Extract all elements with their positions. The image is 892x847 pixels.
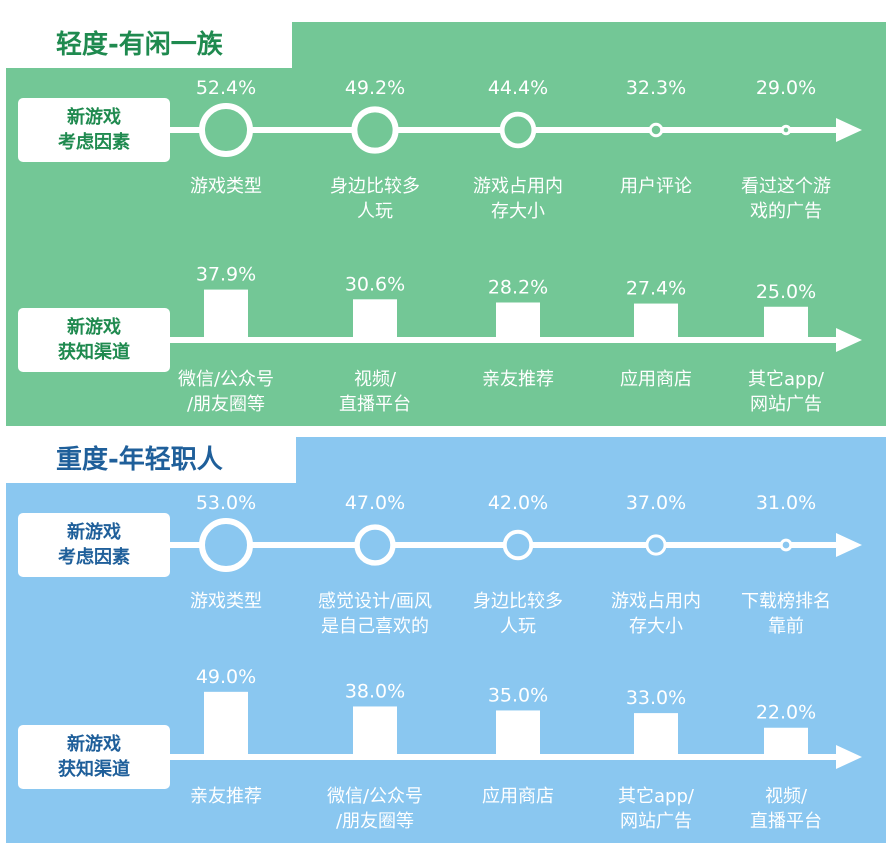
panel-light-users: 轻度-有闲一族 新游戏 考虑因素 52.4% 游戏类型 49.2% 身边比较多 人玩 44.4… xyxy=(6,22,886,426)
value-label: 27.4% xyxy=(626,278,686,300)
value-label: 44.4% xyxy=(488,77,548,99)
value-label: 37.0% xyxy=(626,492,686,514)
category-label: /朋友圈等 xyxy=(336,811,414,832)
row-label: 考虑因素 xyxy=(58,546,130,568)
category-label: 戏的广告 xyxy=(750,201,822,222)
category-label: 亲友推荐 xyxy=(190,786,262,807)
row-label-box xyxy=(18,513,170,577)
category-label: 游戏占用内 xyxy=(473,176,563,197)
category-label: /朋友圈等 xyxy=(187,394,265,415)
channel-bar xyxy=(764,306,808,340)
value-label: 22.0% xyxy=(756,702,816,724)
axis-arrowhead xyxy=(836,328,862,352)
axis-arrowhead xyxy=(836,533,862,557)
panel-title: 轻度-有闲一族 xyxy=(6,22,292,68)
category-label: 微信/公众号 xyxy=(178,369,274,390)
category-label: 人玩 xyxy=(500,616,536,637)
channel-bar xyxy=(204,289,248,340)
channel-bar xyxy=(634,303,678,340)
channel-bar xyxy=(496,710,540,757)
factor-circle xyxy=(351,106,399,154)
category-label: 存大小 xyxy=(629,616,683,637)
row-label: 获知渠道 xyxy=(58,341,130,363)
value-label: 29.0% xyxy=(756,77,816,99)
category-label: 用户评论 xyxy=(620,176,692,197)
category-label: 视频/ xyxy=(765,786,808,807)
value-label: 52.4% xyxy=(196,77,256,99)
category-label: 网站广告 xyxy=(620,811,692,832)
category-label: 靠前 xyxy=(768,616,804,637)
value-label: 35.0% xyxy=(488,684,548,706)
category-label: 应用商店 xyxy=(620,369,692,390)
category-label: 应用商店 xyxy=(482,786,554,807)
row-label: 新游戏 xyxy=(67,316,121,338)
value-label: 31.0% xyxy=(756,492,816,514)
axis-arrowhead xyxy=(836,745,862,769)
panel-chart: 新游戏考虑因素52.4%游戏类型49.2%身边比较多人玩44.4%游戏占用内存大… xyxy=(18,77,862,415)
factor-circle xyxy=(199,518,253,572)
category-label: 游戏类型 xyxy=(190,591,262,612)
panel-heavy-users: 重度-年轻职人 新游戏 考虑因素 53.0% 游戏类型 47.0% 感觉设计/画风 是自己喜… xyxy=(6,437,886,843)
panel-chart: 新游戏考虑因素53.0%游戏类型47.0%感觉设计/画风是自己喜欢的42.0%身… xyxy=(18,492,862,832)
channel-bar xyxy=(764,727,808,757)
category-label: 游戏类型 xyxy=(190,176,262,197)
channel-bar xyxy=(353,299,397,340)
channel-bar xyxy=(634,713,678,757)
factor-circle xyxy=(645,534,667,556)
factor-circle xyxy=(502,529,534,561)
category-label: 其它app/ xyxy=(748,369,825,390)
category-label: 存大小 xyxy=(491,201,545,222)
value-label: 49.0% xyxy=(196,666,256,688)
category-label: 微信/公众号 xyxy=(327,786,423,807)
value-label: 30.6% xyxy=(345,273,405,295)
category-label: 看过这个游 xyxy=(741,176,831,197)
category-label: 身边比较多 xyxy=(330,176,420,197)
category-label: 是自己喜欢的 xyxy=(321,616,429,637)
category-label: 亲友推荐 xyxy=(482,369,554,390)
row-label: 新游戏 xyxy=(67,106,121,128)
value-label: 47.0% xyxy=(345,492,405,514)
value-label: 42.0% xyxy=(488,492,548,514)
category-label: 直播平台 xyxy=(339,394,411,415)
row-label: 新游戏 xyxy=(67,521,121,543)
channel-bar xyxy=(353,706,397,757)
factor-circle xyxy=(199,103,253,157)
value-label: 25.0% xyxy=(756,281,816,303)
category-label: 其它app/ xyxy=(618,786,695,807)
value-label: 32.3% xyxy=(626,77,686,99)
axis-arrowhead xyxy=(836,118,862,142)
row-label-box xyxy=(18,308,170,372)
category-label: 直播平台 xyxy=(750,811,822,832)
factor-circle xyxy=(648,122,664,138)
row-label-box xyxy=(18,98,170,162)
panel-title: 重度-年轻职人 xyxy=(6,437,296,483)
channel-bar xyxy=(204,691,248,757)
row-label: 考虑因素 xyxy=(58,131,130,153)
value-label: 49.2% xyxy=(345,77,405,99)
category-label: 下载榜排名 xyxy=(741,591,831,612)
factor-circle xyxy=(499,111,537,149)
row-label-box xyxy=(18,725,170,789)
category-label: 视频/ xyxy=(354,369,397,390)
category-label: 感觉设计/画风 xyxy=(318,591,432,612)
value-label: 28.2% xyxy=(488,276,548,298)
row-label: 获知渠道 xyxy=(58,758,130,780)
category-label: 人玩 xyxy=(357,201,393,222)
category-label: 游戏占用内 xyxy=(611,591,701,612)
row-label: 新游戏 xyxy=(67,733,121,755)
value-label: 37.9% xyxy=(196,264,256,286)
value-label: 53.0% xyxy=(196,492,256,514)
factor-circle xyxy=(354,524,396,566)
category-label: 身边比较多 xyxy=(473,591,563,612)
factor-circle xyxy=(780,124,792,136)
category-label: 网站广告 xyxy=(750,394,822,415)
factor-circle xyxy=(779,538,793,552)
value-label: 33.0% xyxy=(626,687,686,709)
value-label: 38.0% xyxy=(345,680,405,702)
channel-bar xyxy=(496,302,540,340)
